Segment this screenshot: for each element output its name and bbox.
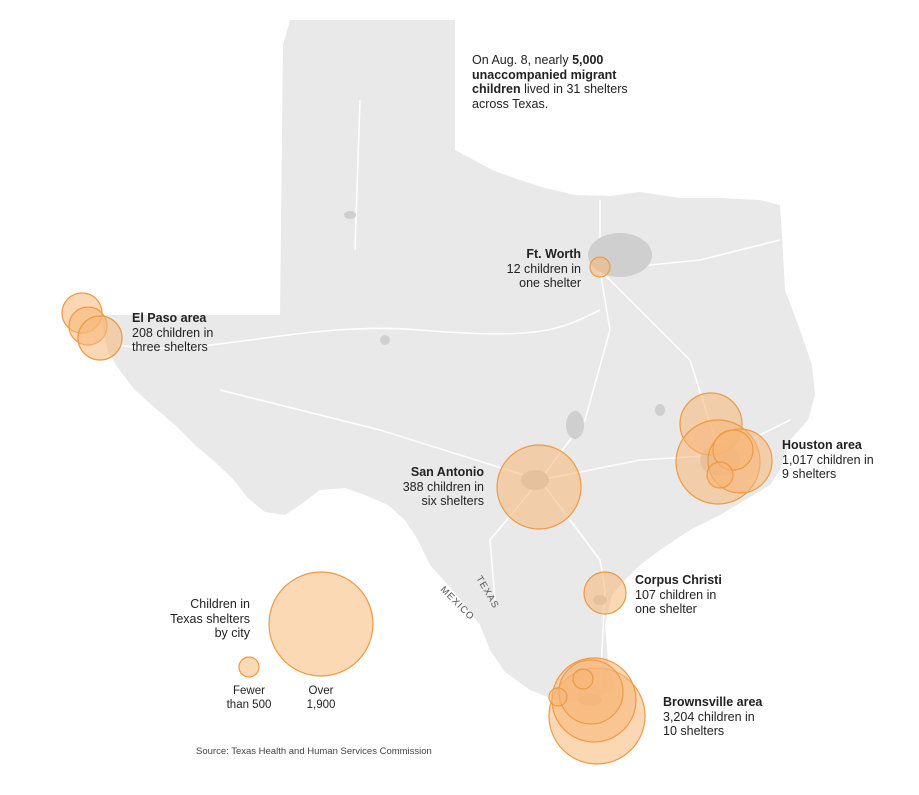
shelter-bubbles	[61, 256, 773, 765]
city-count: 107 children in	[635, 587, 717, 602]
shelter-bubble-brownsville	[548, 687, 568, 707]
texas-land	[100, 20, 815, 702]
intro-text: On Aug. 8, nearly 5,000 unaccompanied mi…	[472, 53, 672, 111]
city-count: 12 children in	[506, 261, 581, 276]
city-label-ft-worth: Ft. Worth 12 children in one shelter	[480, 247, 581, 291]
intro-post2: across Texas.	[472, 96, 549, 111]
legend-large-label: Over 1,900	[286, 684, 356, 712]
city-shelters: 10 shelters	[663, 724, 725, 738]
city-name: El Paso area	[132, 311, 207, 325]
intro-post1: lived in 31 shelters	[520, 82, 628, 96]
city-label-san-antonio: San Antonio 388 children in six shelters	[364, 465, 484, 509]
city-count: 1,017 children in	[782, 452, 874, 467]
city-label-corpus-christi: Corpus Christi 107 children in one shelt…	[635, 573, 765, 617]
shelter-bubble-houston	[712, 429, 754, 471]
city-count: 208 children in	[132, 325, 214, 340]
legend-small-line2: than 500	[226, 699, 272, 711]
legend-title-line2: Texas shelters	[170, 611, 250, 626]
city-name: Brownsville area	[663, 695, 763, 709]
shelter-bubble-brownsville	[558, 659, 624, 725]
intro-bold-number: 5,000	[572, 53, 604, 67]
city-count: 3,204 children in	[663, 709, 755, 724]
city-shelters: three shelters	[132, 340, 208, 354]
legend-small-line1: Fewer	[233, 685, 265, 697]
city-shelters: one shelter	[635, 602, 697, 616]
legend-small-circle	[238, 656, 260, 678]
legend-circles	[238, 571, 374, 678]
shelter-bubble-ft-worth	[589, 256, 611, 278]
city-name: San Antonio	[410, 465, 484, 479]
city-name: Ft. Worth	[526, 247, 581, 261]
city-shelters: one shelter	[519, 276, 581, 290]
shelter-bubble-corpus-christi	[583, 571, 627, 615]
city-label-el-paso: El Paso area 208 children in three shelt…	[132, 311, 262, 355]
shelter-bubble-brownsville	[572, 668, 594, 690]
city-shelters: 9 shelters	[782, 467, 837, 481]
intro-pre: On Aug. 8, nearly	[472, 53, 573, 67]
source-note: Source: Texas Health and Human Services …	[196, 746, 432, 757]
city-name: Houston area	[782, 438, 862, 452]
legend-title-line1: Children in	[190, 597, 250, 611]
city-label-houston: Houston area 1,017 children in 9 shelter…	[782, 438, 912, 482]
legend-small-label: Fewer than 500	[214, 684, 284, 712]
legend-title: Children in Texas shelters by city	[150, 597, 250, 641]
legend-large-circle	[268, 571, 374, 677]
intro-bold-children: children	[472, 82, 521, 96]
city-name: Corpus Christi	[635, 573, 722, 587]
legend-large-line1: Over	[308, 685, 334, 697]
city-label-brownsville: Brownsville area 3,204 children in 10 sh…	[663, 695, 803, 739]
shelter-bubble-houston	[706, 461, 734, 489]
shelter-bubble-san-antonio	[496, 444, 582, 530]
shelter-bubble-el-paso	[77, 315, 123, 361]
intro-bold-phrase: unaccompanied migrant	[472, 67, 617, 82]
city-count: 388 children in	[402, 479, 484, 494]
legend-large-line2: 1,900	[306, 699, 336, 711]
city-shelters: six shelters	[421, 494, 484, 508]
legend-title-line3: by city	[214, 626, 250, 640]
